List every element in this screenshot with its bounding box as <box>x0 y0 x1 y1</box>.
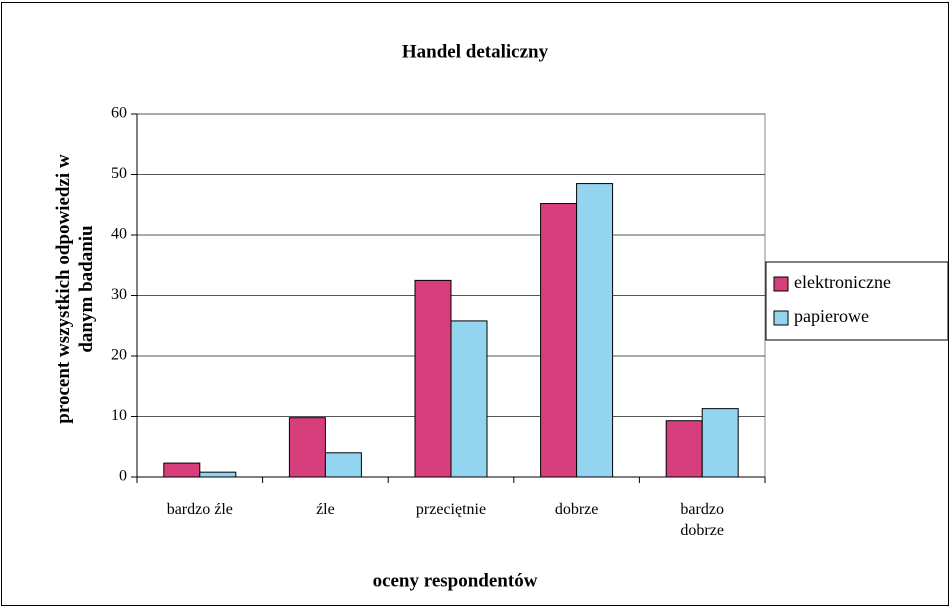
x-tick-label: źle <box>316 501 335 518</box>
chart-title: Handel detaliczny <box>402 41 549 62</box>
x-tick-label: dobrze <box>554 501 599 518</box>
bar <box>414 279 452 478</box>
y-tick-label: 30 <box>111 286 127 303</box>
bar <box>540 203 578 478</box>
y-tick-label: 0 <box>119 468 127 485</box>
bar <box>576 183 614 478</box>
bar <box>450 320 488 478</box>
bar <box>199 471 237 478</box>
bar <box>665 420 703 478</box>
bar <box>288 417 326 478</box>
legend-swatch <box>773 276 789 292</box>
legend-label: papierowe <box>794 306 869 326</box>
y-tick-label: 60 <box>111 105 127 122</box>
bar <box>163 462 201 478</box>
y-axis-title: procent wszystkich odpowiedzi w danym ba… <box>53 154 97 424</box>
legend-swatch <box>773 310 789 326</box>
bar <box>324 452 362 478</box>
y-tick-label: 10 <box>111 407 127 424</box>
x-tick-label: bardzo źle <box>166 501 233 518</box>
bar <box>701 408 739 478</box>
x-axis-title: oceny respondentów <box>373 570 538 591</box>
legend-box <box>765 261 949 341</box>
y-tick-label: 40 <box>111 226 127 243</box>
x-tick-label: przeciętnie <box>415 501 487 518</box>
y-tick-label: 20 <box>111 347 127 364</box>
y-tick-label: 50 <box>111 165 127 182</box>
x-tick-label: bardzo dobrze <box>680 501 724 539</box>
legend-label: elektroniczne <box>794 272 891 292</box>
